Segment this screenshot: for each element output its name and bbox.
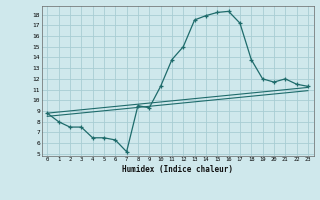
X-axis label: Humidex (Indice chaleur): Humidex (Indice chaleur): [122, 165, 233, 174]
